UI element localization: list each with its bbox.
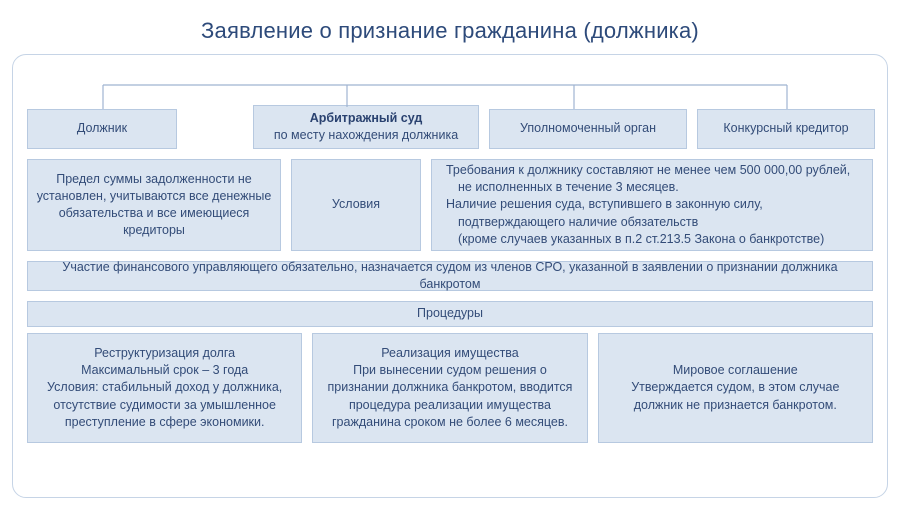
realization-line1: При вынесении судом решения о признании … (325, 362, 574, 431)
box-authority: Уполномоченный орган (489, 109, 687, 149)
req-line-5: (кроме случаев указанных в п.2 ст.213.5 … (444, 231, 860, 248)
row-conditions: Предел суммы задолженности не установлен… (27, 159, 873, 251)
box-restructuring: Реструктуризация долга Максимальный срок… (27, 333, 302, 443)
realization-title: Реализация имущества (381, 345, 519, 362)
box-debt-limit: Предел суммы задолженности не установлен… (27, 159, 281, 251)
manager-text: Участие финансового управляющего обязате… (36, 259, 864, 294)
row-procedures: Реструктуризация долга Максимальный срок… (27, 333, 873, 443)
creditor-label: Конкурсный кредитор (723, 120, 848, 137)
authority-label: Уполномоченный орган (520, 120, 656, 137)
req-line-2: не исполненных в течение 3 месяцев. (444, 179, 860, 196)
procedures-label: Процедуры (417, 305, 483, 322)
settlement-line1: Утверждается судом, в этом случае должни… (611, 379, 860, 414)
row-parties: Должник Арбитражный суд по месту нахожде… (27, 109, 873, 149)
row-manager: Участие финансового управляющего обязате… (27, 261, 873, 291)
court-title: Арбитражный суд (310, 110, 423, 127)
conditions-label: Условия (332, 196, 380, 213)
restruct-line2: Условия: стабильный доход у должника, от… (40, 379, 289, 431)
debt-limit-text: Предел суммы задолженности не установлен… (36, 171, 272, 240)
req-line-1: Требования к должнику составляют не мене… (444, 162, 860, 179)
box-conditions-label: Условия (291, 159, 421, 251)
box-court: Арбитражный суд по месту нахождения долж… (253, 105, 479, 149)
box-settlement: Мировое соглашение Утверждается судом, в… (598, 333, 873, 443)
box-debtor: Должник (27, 109, 177, 149)
debtor-label: Должник (77, 120, 127, 137)
diagram-frame: Должник Арбитражный суд по месту нахожде… (12, 54, 888, 498)
req-line-3: Наличие решения суда, вступившего в зако… (444, 196, 860, 213)
restruct-title: Реструктуризация долга (94, 345, 235, 362)
box-financial-manager: Участие финансового управляющего обязате… (27, 261, 873, 291)
box-procedures-label: Процедуры (27, 301, 873, 327)
row-procedures-header: Процедуры (27, 301, 873, 327)
box-requirements: Требования к должнику составляют не мене… (431, 159, 873, 251)
court-subtitle: по месту нахождения должника (274, 127, 458, 144)
page-title: Заявление о признание гражданина (должни… (0, 0, 900, 54)
restruct-line1: Максимальный срок – 3 года (81, 362, 248, 379)
box-creditor: Конкурсный кредитор (697, 109, 875, 149)
req-line-4: подтверждающего наличие обязательств (444, 214, 860, 231)
box-realization: Реализация имущества При вынесении судом… (312, 333, 587, 443)
settlement-title: Мировое соглашение (673, 362, 798, 379)
